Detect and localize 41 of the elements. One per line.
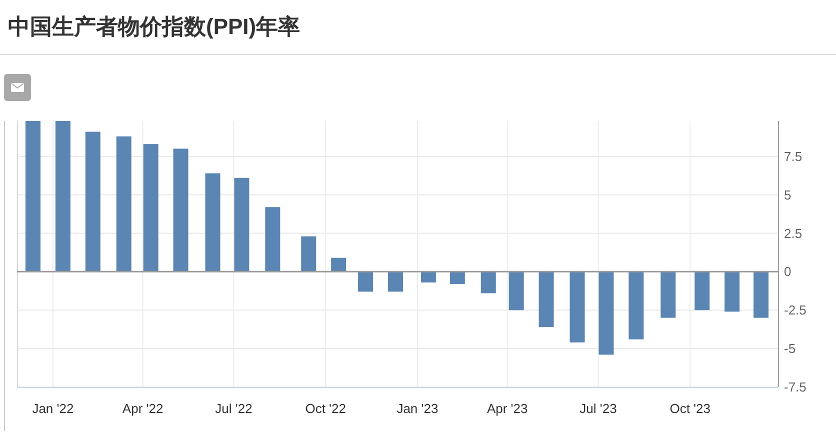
bar bbox=[234, 178, 250, 272]
x-tick-label: Oct '22 bbox=[305, 401, 346, 416]
bar bbox=[538, 272, 554, 328]
bar bbox=[143, 144, 158, 272]
bar bbox=[660, 272, 676, 318]
x-tick-label: Apr '23 bbox=[486, 401, 528, 416]
bar bbox=[420, 272, 436, 282]
y-tick-label: -2.5 bbox=[784, 302, 806, 318]
bar bbox=[85, 132, 100, 272]
bar bbox=[331, 258, 346, 272]
x-tick-label: Apr '22 bbox=[122, 401, 164, 416]
bar bbox=[694, 272, 710, 310]
bar bbox=[388, 272, 404, 292]
bar bbox=[480, 272, 496, 294]
bar bbox=[116, 136, 132, 272]
x-tick-label: Oct '23 bbox=[670, 401, 711, 416]
bar bbox=[570, 272, 585, 342]
bar bbox=[724, 272, 740, 312]
y-tick-label: -5 bbox=[784, 341, 796, 356]
bar bbox=[598, 272, 614, 355]
y-tick-label: 5 bbox=[784, 187, 792, 202]
x-tick-label: Jan '23 bbox=[396, 401, 438, 416]
bar bbox=[25, 121, 40, 272]
bar bbox=[301, 236, 316, 272]
y-tick-label: 7.5 bbox=[784, 148, 802, 164]
bar bbox=[205, 173, 220, 272]
bar bbox=[265, 207, 280, 272]
bar bbox=[173, 148, 188, 272]
bar bbox=[754, 272, 769, 318]
bar bbox=[55, 121, 70, 272]
x-tick-label: Jan '22 bbox=[32, 401, 74, 416]
bar bbox=[628, 272, 644, 340]
bar bbox=[450, 272, 465, 284]
chart-title: 中国生产者物价指数(PPI)年率 bbox=[8, 14, 300, 39]
bar bbox=[508, 272, 524, 310]
x-tick-label: Jul '22 bbox=[215, 401, 252, 416]
y-tick-label: 2.5 bbox=[784, 226, 802, 241]
bar bbox=[358, 272, 374, 292]
y-tick-label: 0 bbox=[784, 264, 792, 280]
x-tick-label: Jul '23 bbox=[580, 401, 617, 416]
y-tick-label: -7.5 bbox=[784, 380, 806, 395]
